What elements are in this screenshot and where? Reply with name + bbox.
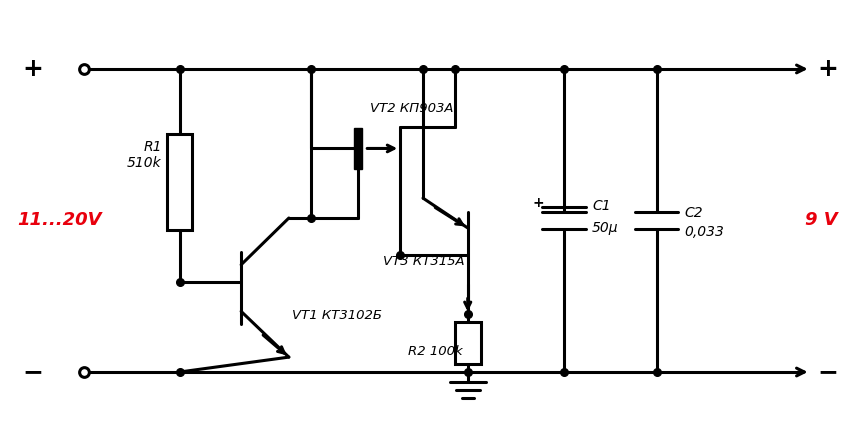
Text: −: − bbox=[817, 360, 838, 384]
Text: VT1 КТ3102Б: VT1 КТ3102Б bbox=[292, 309, 382, 322]
Text: +: + bbox=[22, 57, 43, 81]
Text: VT3 КТ315А: VT3 КТ315А bbox=[383, 255, 465, 268]
Text: 510k: 510k bbox=[127, 156, 162, 170]
Text: 9 V: 9 V bbox=[805, 212, 838, 229]
Text: VT2 КП903А: VT2 КП903А bbox=[370, 102, 454, 115]
Text: −: − bbox=[22, 360, 43, 384]
Text: +: + bbox=[817, 57, 838, 81]
Text: C1: C1 bbox=[592, 198, 611, 212]
Bar bbox=[167, 134, 192, 230]
Text: R1: R1 bbox=[143, 140, 162, 154]
Text: 0,033: 0,033 bbox=[684, 225, 724, 239]
Bar bbox=[354, 128, 363, 169]
Text: +: + bbox=[533, 196, 544, 210]
Text: 50μ: 50μ bbox=[592, 222, 618, 236]
Text: 11...20V: 11...20V bbox=[18, 212, 102, 229]
Text: R2 100k: R2 100k bbox=[408, 345, 462, 357]
Text: C2: C2 bbox=[684, 205, 703, 219]
Bar bbox=[455, 323, 480, 364]
